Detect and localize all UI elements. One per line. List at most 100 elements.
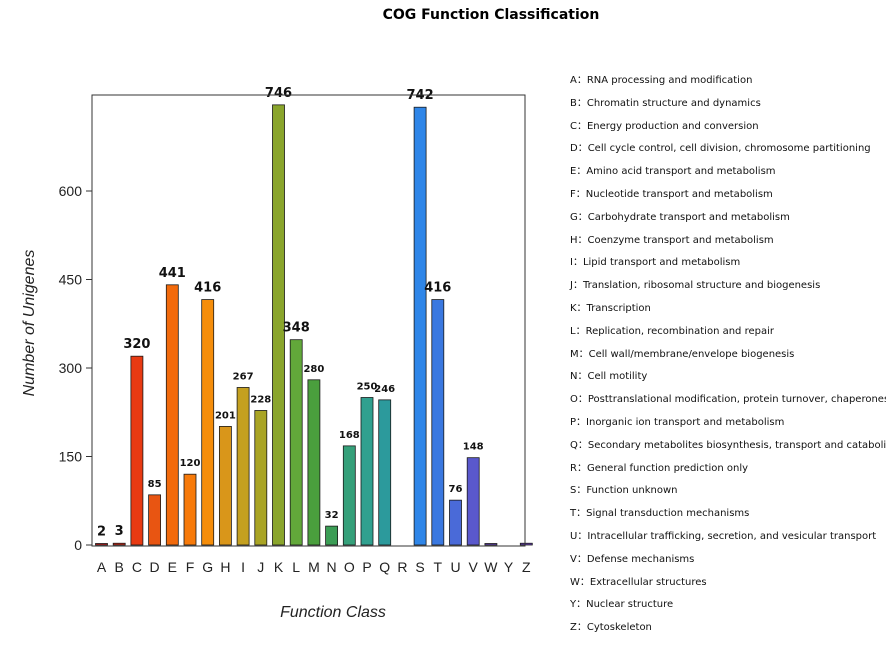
legend-item: G：Carbohydrate transport and metabolism [570, 211, 790, 223]
legend-item: D：Cell cycle control, cell division, chr… [570, 143, 871, 155]
x-tick-label-J: J [257, 559, 264, 575]
legend-item: B：Chromatin structure and dynamics [570, 97, 761, 109]
legend-item: F：Nucleotide transport and metabolism [570, 188, 773, 200]
bar-W [484, 543, 498, 546]
bar-value-label-M: 280 [303, 364, 324, 375]
x-tick-label-H: H [220, 559, 230, 575]
bar-value-label-I: 267 [233, 371, 254, 382]
bar-value-label-L: 348 [283, 321, 310, 336]
x-tick-label-S: S [415, 559, 424, 575]
bar-V [466, 457, 480, 546]
bar-labels-group: 2 3 320 85 441 120 416 201 267 228 746 348 280 32 168 2… [97, 86, 484, 540]
bar-T [431, 299, 445, 546]
legend-item: P：Inorganic ion transport and metabolism [570, 416, 785, 428]
legend-item: V：Defense mechanisms [570, 553, 695, 565]
legend-item: S：Function unknown [570, 485, 678, 497]
legend-item: C：Energy production and conversion [570, 120, 759, 132]
x-tick-label-W: W [484, 559, 498, 575]
x-tick-label-T: T [434, 559, 443, 575]
y-tick-label: 600 [59, 183, 83, 199]
y-axis: 0 150 300 450 600 [59, 183, 92, 553]
x-tick-label-U: U [450, 559, 460, 575]
y-tick-label: 150 [59, 449, 83, 465]
x-tick-label-Y: Y [504, 559, 514, 575]
legend-item: L：Replication, recombination and repair [570, 325, 774, 337]
plot-frame [91, 94, 526, 547]
bar-M [307, 379, 321, 546]
legend-item: K：Transcription [570, 302, 651, 314]
bar-value-label-V: 148 [463, 442, 484, 453]
legend-item: Q：Secondary metabolites biosynthesis, tr… [570, 439, 886, 451]
x-tick-label-I: I [241, 559, 245, 575]
bar-value-label-Q: 246 [374, 384, 395, 395]
x-tick-label-F: F [186, 559, 195, 575]
x-tick-label-O: O [344, 559, 355, 575]
bar-value-label-A: 2 [97, 525, 106, 540]
y-tick-label: 450 [59, 272, 83, 288]
bar-value-label-N: 32 [325, 510, 339, 521]
bar-B [112, 542, 126, 546]
legend-item: Z：Cytoskeleton [570, 622, 652, 634]
bar-C [130, 355, 144, 546]
x-tick-label-C: C [132, 559, 142, 575]
legend: A：RNA processing and modification B：Chrom… [570, 70, 886, 640]
bar-value-label-T: 416 [424, 281, 451, 296]
y-tick-label: 0 [74, 537, 82, 553]
legend-item: M：Cell wall/membrane/envelope biogenesis [570, 348, 795, 360]
bar-J [254, 410, 268, 546]
x-tick-label-Q: Q [379, 559, 390, 575]
bar-I [236, 387, 250, 546]
legend-item: T：Signal transduction mechanisms [570, 508, 750, 520]
bar-K [272, 104, 285, 546]
bar-value-label-P: 250 [357, 382, 378, 393]
bar-D [148, 494, 162, 546]
bar-value-label-G: 416 [194, 281, 221, 296]
bar-A [95, 543, 108, 546]
x-tick-label-L: L [292, 559, 300, 575]
x-axis-label: Function Class [280, 604, 386, 621]
chart-title: COG Function Classification [383, 7, 600, 23]
bar-S [413, 106, 427, 546]
bar-value-label-K: 746 [265, 86, 292, 101]
x-tick-label-M: M [308, 559, 320, 575]
legend-item: U：Intracellular trafficking, secretion, … [570, 530, 877, 542]
bar-value-label-U: 76 [449, 484, 463, 495]
x-tick-label-Z: Z [522, 559, 531, 575]
legend-item: N：Cell motility [570, 371, 648, 383]
legend-item: R：General function prediction only [570, 462, 749, 474]
x-tick-label-A: A [97, 559, 107, 575]
bar-L [289, 339, 303, 546]
bar-G [201, 299, 215, 546]
x-tick-label-E: E [168, 559, 177, 575]
bar-value-label-O: 168 [339, 430, 360, 441]
bar-O [342, 445, 356, 546]
x-tick-label-P: P [362, 559, 371, 575]
bar-value-label-D: 85 [148, 479, 162, 490]
bar-value-label-S: 742 [407, 88, 434, 103]
bar-value-label-F: 120 [180, 458, 201, 469]
bar-Q [378, 399, 392, 546]
bar-E [165, 284, 179, 546]
legend-item: H：Coenzyme transport and metabolism [570, 234, 774, 246]
x-tick-label-R: R [397, 559, 407, 575]
x-tick-label-B: B [115, 559, 124, 575]
y-axis-label: Number of Unigenes [21, 250, 38, 397]
bars-group [95, 104, 533, 546]
legend-item: A：RNA processing and modification [570, 75, 753, 86]
bar-value-label-H: 201 [215, 410, 236, 421]
legend-item: W：Extracellular structures [570, 576, 707, 588]
legend-item: J：Translation, ribosomal structure and b… [570, 280, 821, 292]
legend-item: E：Amino acid transport and metabolism [570, 166, 776, 178]
bar-Z [519, 542, 533, 546]
bar-H [218, 426, 232, 546]
y-tick-label: 300 [59, 360, 83, 376]
bar-F [183, 473, 197, 546]
x-tick-label-D: D [150, 559, 160, 575]
bar-U [449, 499, 462, 546]
legend-item: Y：Nuclear structure [570, 599, 674, 611]
bar-value-label-E: 441 [159, 266, 186, 281]
x-tick-label-K: K [274, 559, 284, 575]
bar-value-label-J: 228 [250, 394, 271, 405]
